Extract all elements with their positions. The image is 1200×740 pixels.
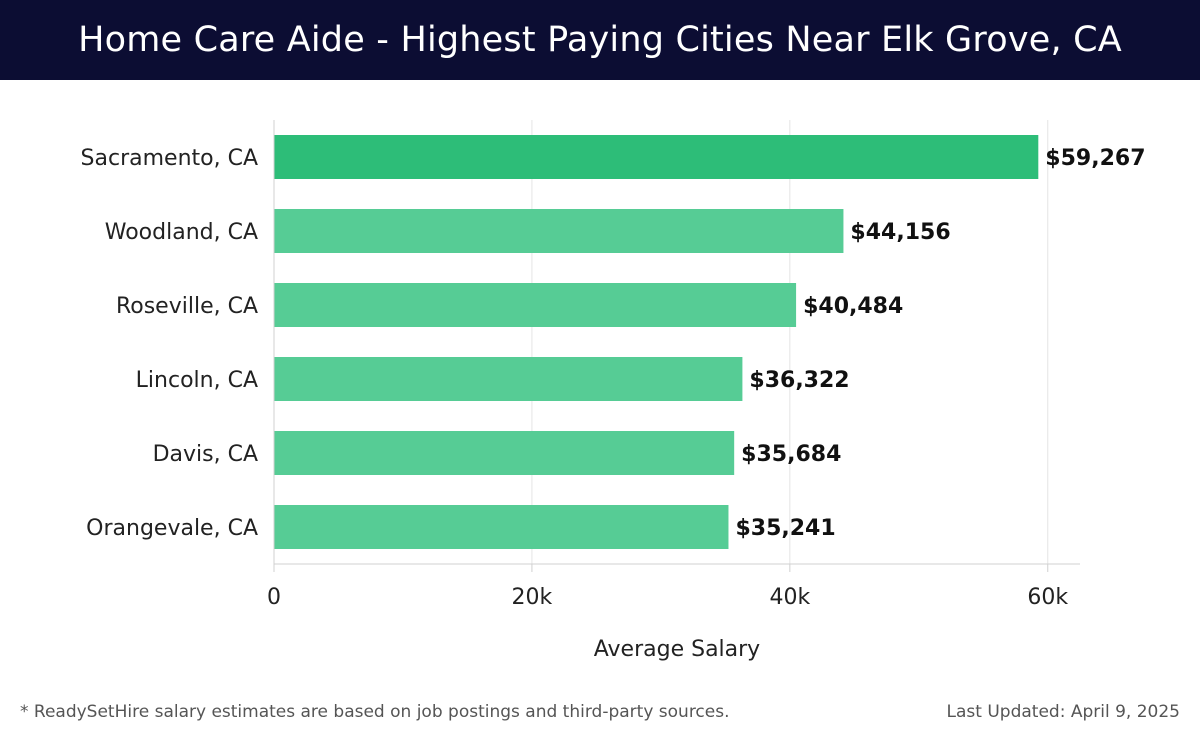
value-label: $40,484 (803, 294, 903, 319)
chart-title: Home Care Aide - Highest Paying Cities N… (78, 20, 1122, 60)
labels-layer: Sacramento, CA $59,267 Woodland, CA $44,156… (81, 146, 1146, 541)
axis-layer: 0 20k 40k 60k Average Salary (267, 120, 1080, 662)
value-label: $35,241 (735, 516, 835, 541)
x-axis-title: Average Salary (594, 637, 760, 662)
x-tick-label: 0 (267, 585, 281, 610)
x-tick-label: 40k (769, 585, 810, 610)
bar-chart: 0 20k 40k 60k Average Salary Sacramento, CA $… (81, 120, 1146, 662)
bar (274, 357, 743, 401)
bar (274, 431, 735, 475)
bar (274, 505, 729, 549)
footer-note: * ReadySetHire salary estimates are base… (20, 702, 730, 722)
bar (274, 283, 797, 327)
value-label: $36,322 (749, 368, 849, 393)
category-label: Sacramento, CA (81, 146, 258, 171)
x-tick-label: 20k (512, 585, 553, 610)
footer-updated: Last Updated: April 9, 2025 (946, 702, 1180, 722)
category-label: Orangevale, CA (86, 516, 258, 541)
category-label: Lincoln, CA (136, 368, 258, 393)
title-bar: Home Care Aide - Highest Paying Cities N… (0, 0, 1200, 80)
bar (274, 135, 1039, 179)
grid-layer (531, 120, 1049, 564)
value-label: $44,156 (850, 220, 950, 245)
value-label: $59,267 (1045, 146, 1145, 171)
bar (274, 209, 844, 253)
category-label: Woodland, CA (105, 220, 258, 245)
bars-layer (274, 135, 1039, 549)
x-tick-label: 60k (1027, 585, 1068, 610)
category-label: Roseville, CA (116, 294, 258, 319)
value-label: $35,684 (741, 442, 841, 467)
category-label: Davis, CA (153, 442, 258, 467)
